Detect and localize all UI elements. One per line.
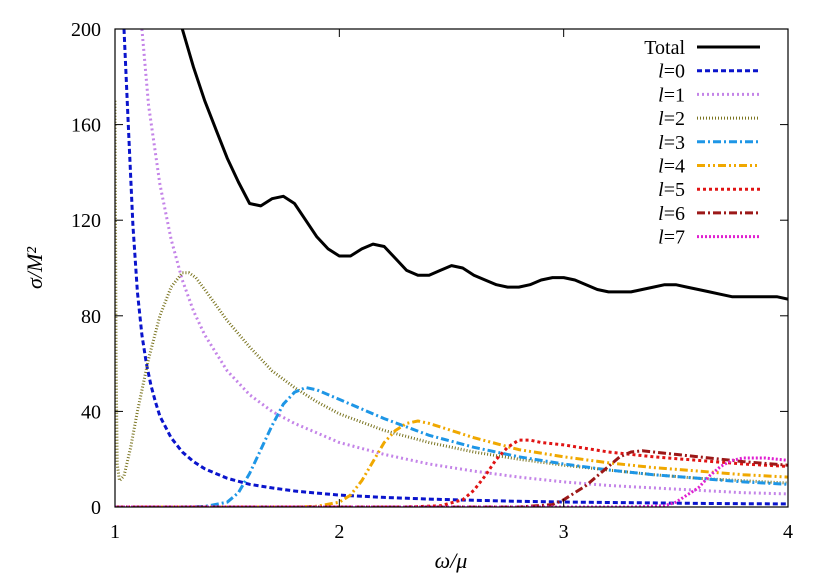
series-line-7 xyxy=(115,449,788,507)
x-tick-label: 4 xyxy=(783,521,793,543)
legend-label: l=4 xyxy=(658,156,685,178)
legend-label: l=7 xyxy=(658,227,685,249)
legend-label-prefix: l xyxy=(658,108,664,130)
x-tick-label: 1 xyxy=(110,521,120,543)
legend-label-prefix: l xyxy=(658,156,664,178)
legend-label: l=3 xyxy=(658,132,685,154)
x-tick-label: 3 xyxy=(559,521,569,543)
y-tick-label: 40 xyxy=(81,401,101,423)
legend-label-prefix: l xyxy=(658,203,664,225)
series-line-6 xyxy=(115,438,788,507)
series-line-3 xyxy=(115,100,788,485)
x-tick-label: 2 xyxy=(334,521,344,543)
y-axis-label: σ/M² xyxy=(22,247,47,289)
series-line-8 xyxy=(115,456,788,507)
legend-label: l=2 xyxy=(658,108,685,130)
plot-lines xyxy=(115,29,788,507)
x-axis-label: ω/μ xyxy=(435,548,468,573)
y-tick-label: 200 xyxy=(71,19,101,41)
legend-label-prefix: l xyxy=(658,132,664,154)
legend-label: l=1 xyxy=(658,84,685,106)
legend-label-main: Total xyxy=(644,37,685,59)
legend-label-main: =6 xyxy=(664,203,685,225)
series-line-5 xyxy=(115,419,788,507)
plot-frame xyxy=(114,28,789,508)
legend-label-main: =1 xyxy=(664,84,685,106)
y-tick-label: 160 xyxy=(71,115,101,137)
y-tick-label: 120 xyxy=(71,210,101,232)
legend-label-main: =7 xyxy=(664,227,685,249)
legend-label-main: =3 xyxy=(664,132,685,154)
legend-label-prefix: l xyxy=(658,227,664,249)
y-tick-label: 0 xyxy=(91,497,101,519)
series-line-1 xyxy=(122,29,788,506)
legend-label-prefix: l xyxy=(658,84,664,106)
legend-label: l=6 xyxy=(658,203,685,225)
series-line-2 xyxy=(140,29,788,496)
legend-label-prefix: l xyxy=(658,179,664,201)
legend-label: l=5 xyxy=(658,179,685,201)
legend-label: Total xyxy=(644,37,685,59)
legend-label-main: =2 xyxy=(664,108,685,130)
series-line-0 xyxy=(180,29,788,301)
series-line-4 xyxy=(115,386,788,507)
legend-label: l=0 xyxy=(658,61,685,83)
legend-label-prefix: l xyxy=(658,61,664,83)
legend-label-main: =0 xyxy=(664,61,685,83)
legend-label-main: =4 xyxy=(664,156,685,178)
y-tick-label: 80 xyxy=(81,306,101,328)
legend-label-main: =5 xyxy=(664,179,685,201)
